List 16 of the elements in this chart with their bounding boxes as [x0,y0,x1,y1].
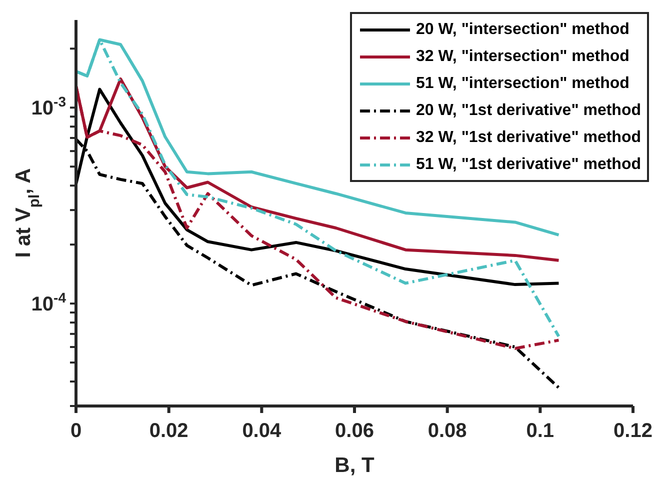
legend-label: 20 W, "intersection" method [416,20,630,38]
x-tick-label: 0.06 [335,420,374,442]
x-tick-label: 0.12 [614,420,652,442]
legend-label: 32 W, "intersection" method [416,48,630,66]
x-tick-label: 0 [70,420,82,442]
y-tick-label: 10$^{-4}$ [31,290,66,316]
legend-label: 51 W, "1st derivative" method [416,156,641,174]
legend-label: 32 W, "1st derivative" method [416,128,641,146]
legend-label: 51 W, "intersection" method [416,74,630,92]
legend-label: 20 W, "1st derivative" method [416,102,641,120]
x-tick-label: 0.08 [428,420,467,442]
x-axis-title: B, T [334,454,374,477]
x-tick-label: 0.02 [149,420,188,442]
y-tick-label: 10$^{-3}$ [31,94,66,120]
x-tick-label: 0.04 [242,420,282,442]
x-tick-label: 0.1 [526,420,554,442]
